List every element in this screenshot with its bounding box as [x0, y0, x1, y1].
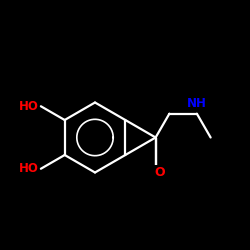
Text: NH: NH: [187, 97, 207, 110]
Text: O: O: [155, 166, 166, 179]
Text: HO: HO: [18, 100, 38, 113]
Text: HO: HO: [18, 162, 38, 175]
